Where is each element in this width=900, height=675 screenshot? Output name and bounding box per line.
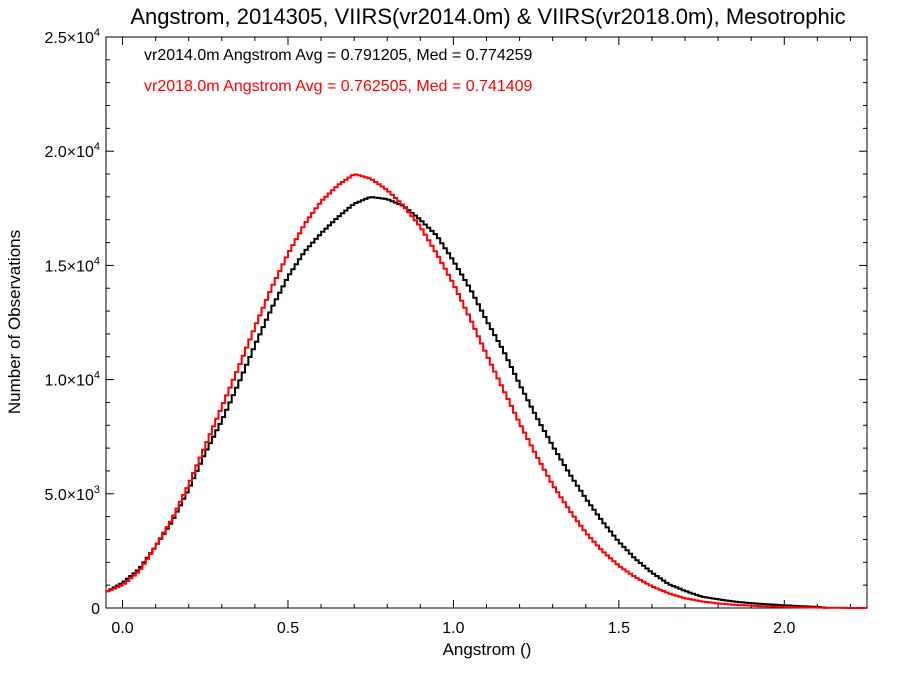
x-tick-label: 0.0	[111, 620, 133, 637]
chart-title: Angstrom, 2014305, VIIRS(vr2014.0m) & VI…	[130, 4, 845, 29]
y-tick-label: 1.0×104	[44, 370, 100, 390]
legend-entry-vr2014: vr2014.0m Angstrom Avg = 0.791205, Med =…	[144, 47, 533, 64]
x-tick-label: 0.5	[277, 620, 299, 637]
x-axis-label: Angstrom ()	[443, 640, 532, 659]
y-tick-label: 0	[91, 601, 100, 618]
x-axis-ticks: 0.0 0.5 1.0 1.5 2.0	[111, 37, 851, 637]
y-tick-label: 5.0×103	[44, 484, 100, 504]
x-tick-label: 1.0	[442, 620, 464, 637]
y-tick-label: 2.5×104	[44, 27, 100, 47]
y-axis-label: Number of Observations	[5, 230, 24, 414]
x-tick-label: 2.0	[773, 620, 795, 637]
y-axis-ticks: 0 5.0×103 1.0×104 1.5×104 2.0×104 2.5×104	[44, 27, 867, 618]
x-tick-label: 1.5	[608, 620, 630, 637]
series-vr2014-line	[106, 196, 828, 609]
legend-entry-vr2018: vr2018.0m Angstrom Avg = 0.762505, Med =…	[144, 78, 533, 95]
series-layer	[106, 173, 867, 609]
series-vr2018-line	[106, 173, 867, 609]
y-tick-label: 1.5×104	[44, 255, 100, 275]
y-tick-label: 2.0×104	[44, 141, 100, 161]
